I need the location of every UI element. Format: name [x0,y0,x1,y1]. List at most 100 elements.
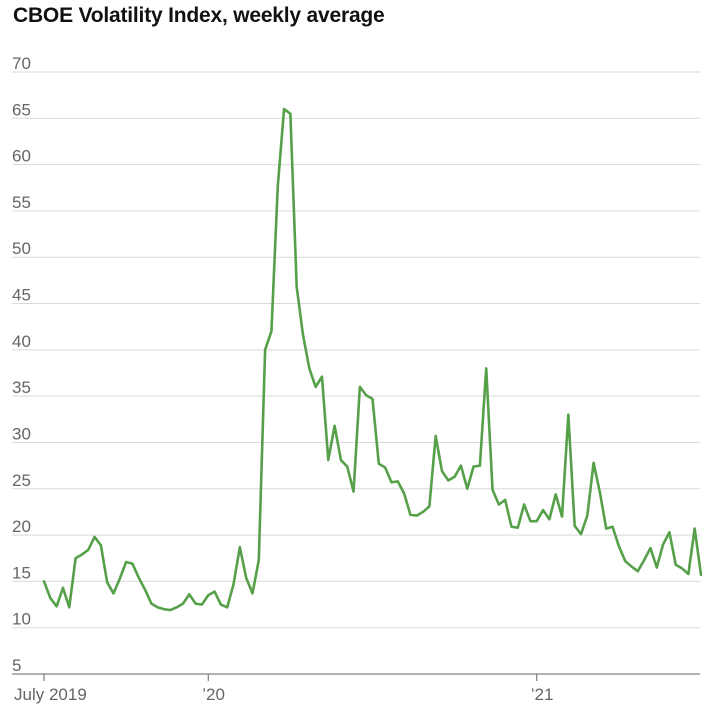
data-point-89 [605,527,608,530]
data-point-102 [687,573,690,576]
data-point-7 [87,549,90,552]
y-tick-label-50: 50 [12,239,31,258]
data-point-29 [226,606,229,609]
chart-title: CBOE Volatility Index, weekly average [13,4,385,27]
data-point-66 [460,464,463,467]
data-point-79 [542,509,545,512]
data-point-97 [655,566,658,569]
data-point-20 [169,609,172,612]
data-point-99 [668,531,671,534]
data-point-83 [567,413,570,416]
data-point-40 [295,286,298,289]
y-tick-label-5: 5 [12,656,21,675]
data-point-78 [535,520,538,523]
data-point-37 [276,186,279,189]
y-axis-ticks: 5 10 15 20 25 30 35 40 45 50 55 60 65 70 [12,54,31,675]
data-point-24 [194,602,197,605]
data-point-58 [409,513,412,516]
data-point-60 [422,511,425,514]
data-point-55 [390,481,393,484]
y-tick-label-35: 35 [12,378,31,397]
data-point-0 [43,580,46,583]
data-point-52 [371,398,374,401]
data-point-85 [580,533,583,536]
data-point-43 [314,386,317,389]
data-point-96 [649,547,652,550]
data-point-22 [182,602,185,605]
y-tick-label-15: 15 [12,563,31,582]
data-point-75 [516,526,519,529]
data-point-28 [220,603,223,606]
data-point-56 [396,480,399,483]
x-axis-ticks: July 2019 ’20 ’21 [14,674,553,704]
x-tick-label-1: ’20 [202,685,225,704]
data-point-53 [378,462,381,465]
y-tick-label-60: 60 [12,147,31,166]
data-point-50 [359,386,362,389]
y-tick-label-65: 65 [12,100,31,119]
data-point-81 [554,493,557,496]
data-point-68 [472,465,475,468]
data-point-8 [93,536,96,539]
data-point-12 [119,577,122,580]
data-point-4 [68,606,71,609]
data-point-39 [289,112,292,115]
data-point-27 [213,590,216,593]
data-point-90 [611,525,614,528]
data-point-38 [283,108,286,111]
x-tick-label-0: July 2019 [14,685,87,704]
data-point-64 [447,479,450,482]
data-point-92 [624,560,627,563]
y-tick-label-25: 25 [12,471,31,490]
data-point-69 [479,464,482,467]
data-point-48 [346,465,349,468]
data-point-74 [510,525,513,528]
data-point-63 [441,470,444,473]
data-point-44 [321,375,324,378]
data-point-14 [131,562,134,565]
series-line-vix [42,107,703,612]
data-point-95 [643,559,646,562]
data-point-45 [327,459,330,462]
data-point-16 [144,588,147,591]
data-point-86 [586,514,589,517]
y-tick-label-40: 40 [12,332,31,351]
data-point-26 [207,594,210,597]
data-point-42 [308,367,311,370]
data-point-71 [491,488,494,491]
data-point-31 [239,546,242,549]
y-tick-label-10: 10 [12,610,31,629]
data-point-88 [599,491,602,494]
data-point-32 [245,576,248,579]
data-point-5 [74,557,77,560]
data-point-11 [112,592,115,595]
data-point-21 [175,606,178,609]
data-point-62 [434,435,437,438]
data-point-98 [662,543,665,546]
data-point-104 [700,574,703,577]
data-point-94 [637,570,640,573]
data-point-72 [498,503,501,506]
data-point-49 [352,490,355,493]
data-point-103 [693,527,696,530]
data-point-70 [485,367,488,370]
data-point-36 [270,330,273,333]
data-point-3 [62,587,65,590]
data-point-54 [384,466,387,469]
data-point-73 [504,499,507,502]
data-point-76 [523,503,526,506]
y-tick-label-55: 55 [12,193,31,212]
data-point-87 [592,462,595,465]
data-point-6 [81,553,84,556]
data-point-59 [415,514,418,517]
data-point-33 [251,592,254,595]
data-point-9 [100,544,103,547]
data-point-80 [548,518,551,521]
series-group [42,107,703,612]
data-point-51 [365,394,368,397]
data-point-101 [681,567,684,570]
data-point-41 [302,334,305,337]
data-point-23 [188,593,191,596]
data-point-30 [232,583,235,586]
